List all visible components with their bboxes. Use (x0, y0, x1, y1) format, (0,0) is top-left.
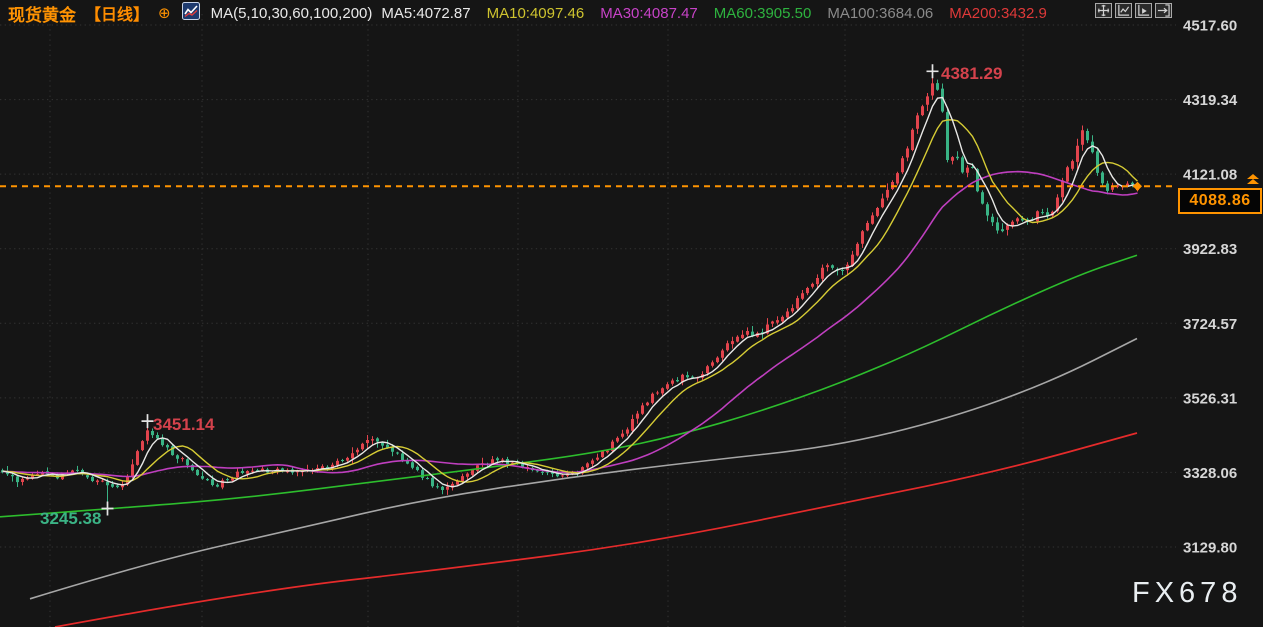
play-chart-icon[interactable] (1135, 3, 1152, 18)
y-axis-label: 3129.80 (1183, 540, 1237, 557)
extreme-price-annotation: 4381.29 (941, 64, 1002, 83)
ma5-line (2, 96, 1138, 488)
add-indicator-icon[interactable]: ⊕ (158, 4, 171, 22)
extreme-price-annotation: 3451.14 (153, 415, 215, 434)
ma10-line (2, 119, 1138, 483)
current-price-label: 4088.86 (1178, 188, 1262, 214)
y-axis-label: 4319.34 (1183, 92, 1238, 109)
scale-chart-icon[interactable] (1115, 3, 1132, 18)
ma-value-label: MA5:4072.87 (381, 4, 471, 22)
extreme-price-annotation: 3245.38 (40, 509, 101, 528)
gridlines: 4517.60 4319.34 4121.08 3922.83 3724.57 3526.… (0, 14, 1238, 627)
extreme-cross-marker (926, 64, 939, 79)
current-price-line (0, 181, 1176, 191)
ma-value-label: MA100:3684.06 (827, 4, 934, 22)
ma60-line (0, 254, 1138, 518)
y-axis-label: 3526.31 (1183, 390, 1237, 407)
ma-value-label: MA30:4087.47 (600, 4, 698, 22)
chart-toolbar (1095, 3, 1172, 18)
y-axis-label: 3922.83 (1183, 241, 1237, 258)
extreme-cross-marker (141, 414, 154, 429)
ma-value-label: MA60:3905.50 (713, 4, 812, 22)
ma-values-row: MA5:4072.87 MA10:4097.46 MA30:4087.47 MA60:… (381, 5, 1046, 22)
ma-value-label: MA10:4097.46 (486, 4, 585, 22)
timeframe-label: 【日线】 (85, 7, 150, 24)
chart-header: 现货黄金 【日线】 ⊕ MA(5,10,30,60,100,200) MA5:4… (8, 1, 1047, 25)
ma-value-label: MA200:3432.9 (949, 4, 1047, 22)
y-axis-label: 3724.57 (1183, 316, 1237, 333)
y-axis-label: 3328.06 (1183, 465, 1237, 482)
ma-lines-group (0, 96, 1138, 627)
price-up-arrow-icon (1246, 174, 1260, 185)
kline-chart-icon (181, 1, 200, 25)
symbol-title: 现货黄金 (8, 5, 76, 25)
crosshair-move-icon[interactable] (1095, 3, 1112, 18)
annotations-group: 4381.29 3451.14 3245.38 (40, 64, 1002, 528)
watermark: FX678 (1132, 577, 1243, 609)
y-axis-label: 4121.08 (1183, 167, 1237, 184)
ma100-line (29, 337, 1138, 600)
ma200-line (54, 432, 1138, 627)
ma-param-label: MA(5,10,30,60,100,200) (210, 4, 373, 22)
down-candle-wicks (2, 79, 1133, 504)
candles-group (1, 76, 1139, 504)
last-price-diamond (1132, 181, 1143, 191)
y-axis-label: 4517.60 (1183, 18, 1237, 35)
extreme-cross-marker (101, 501, 114, 516)
exit-chart-icon[interactable] (1155, 3, 1172, 18)
